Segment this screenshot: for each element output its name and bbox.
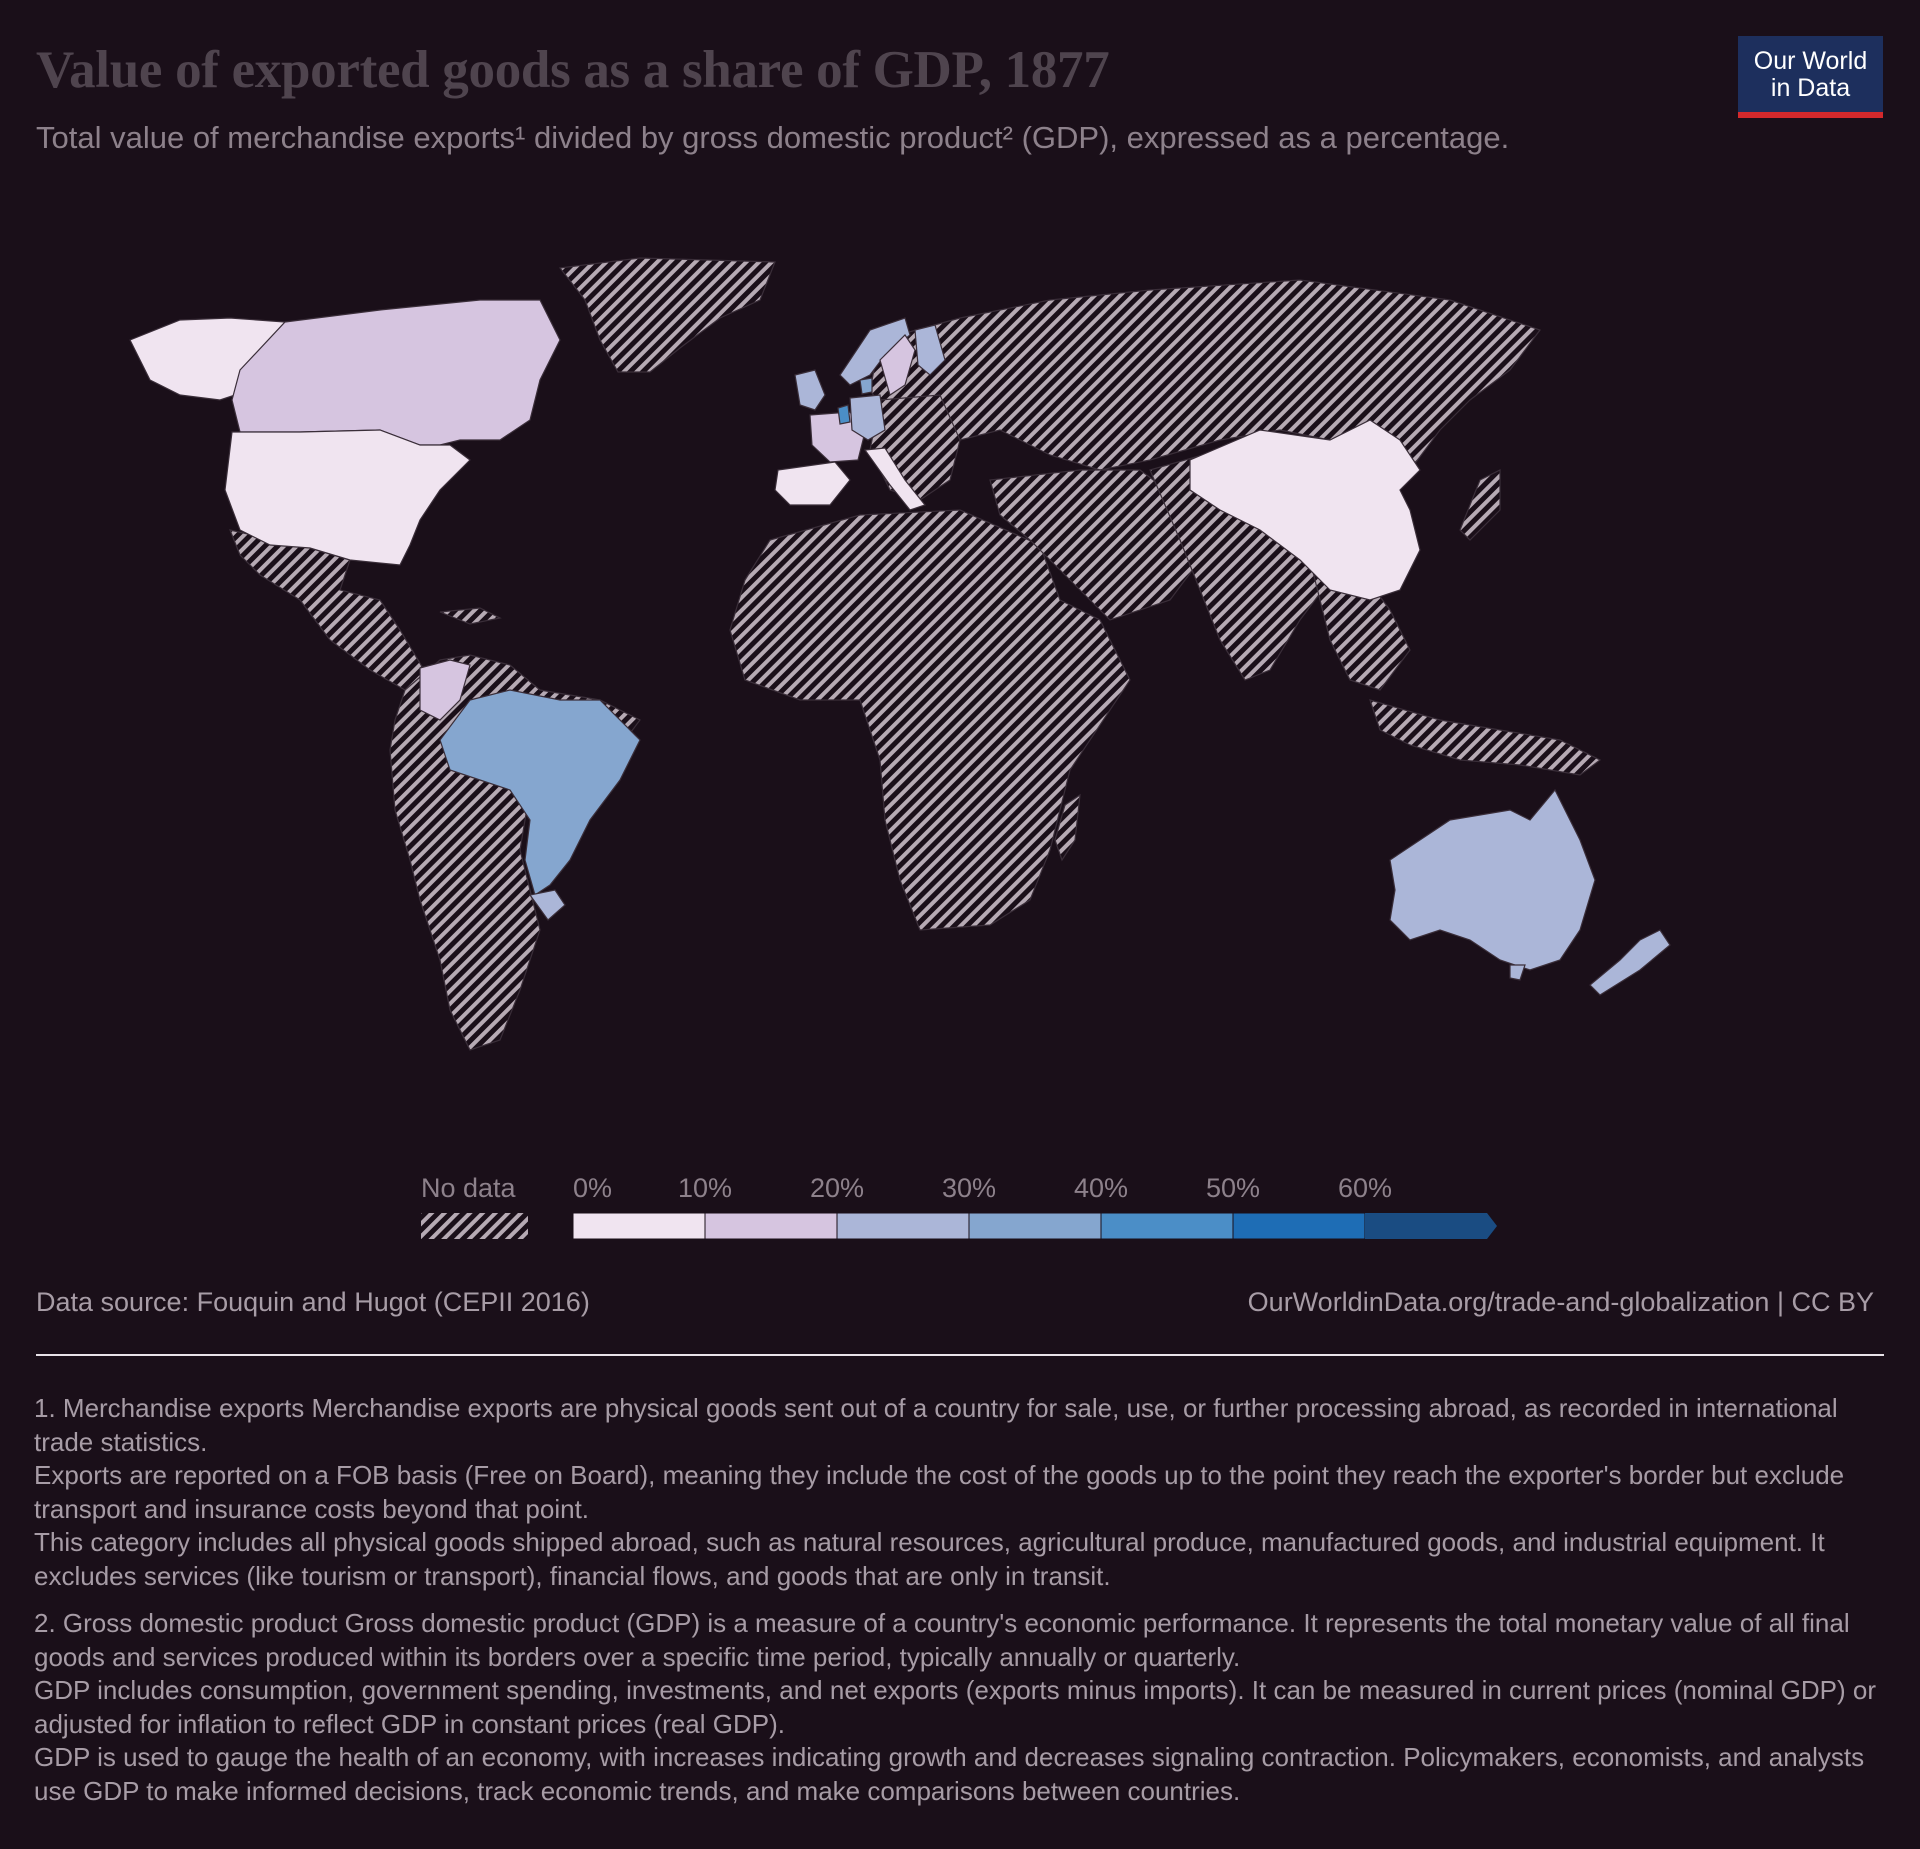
japan-region[interactable] xyxy=(1459,469,1501,541)
canada-region[interactable] xyxy=(231,299,561,446)
tasmania-region[interactable] xyxy=(1509,964,1526,981)
footnote-1-line-3: This category includes all physical good… xyxy=(34,1527,1825,1591)
legend-no-data-label: No data xyxy=(421,1173,517,1203)
source-url[interactable]: OurWorldinData.org/trade-and-globalizati… xyxy=(1247,1287,1874,1317)
brazil-region[interactable] xyxy=(439,689,641,896)
chart-subtitle: Total value of merchandise exports¹ divi… xyxy=(36,120,1510,155)
map-legend: No data 0% 10% 20% 30% 40% 50% 60% xyxy=(421,1173,1497,1240)
footer-divider xyxy=(36,1354,1884,1356)
owid-logo[interactable]: Our World in Data xyxy=(1738,36,1883,118)
sweden-region[interactable] xyxy=(879,334,916,396)
spain-region[interactable] xyxy=(774,461,851,506)
legend-bin-2[interactable] xyxy=(836,1212,970,1240)
australia-region[interactable] xyxy=(1389,788,1596,971)
middle-east-region[interactable] xyxy=(989,469,1201,621)
caribbean-region[interactable] xyxy=(439,607,502,625)
logo-line-2: in Data xyxy=(1770,74,1851,102)
data-source: Data source: Fouquin and Hugot (CEPII 20… xyxy=(36,1287,590,1317)
footnote-1-line-1: 1. Merchandise exports Merchandise expor… xyxy=(34,1393,1838,1457)
legend-bin-0[interactable] xyxy=(572,1212,706,1240)
netherlands-region[interactable] xyxy=(837,404,851,425)
legend-tick-5: 50% xyxy=(1206,1173,1260,1203)
legend-tick-2: 20% xyxy=(810,1173,864,1203)
legend-tick-0: 0% xyxy=(573,1173,612,1203)
footnote-2-line-1: 2. Gross domestic product Gross domestic… xyxy=(34,1608,1850,1672)
footnote-2-line-2: GDP includes consumption, government spe… xyxy=(34,1675,1877,1739)
new-zealand-region[interactable] xyxy=(1589,929,1671,996)
world-map[interactable] xyxy=(0,240,1920,1070)
logo-line-1: Our World xyxy=(1753,47,1868,75)
greenland-region[interactable] xyxy=(558,257,776,373)
legend-bin-3[interactable] xyxy=(968,1212,1102,1240)
africa-region[interactable] xyxy=(729,509,1131,931)
legend-tick-6: 60% xyxy=(1338,1173,1392,1203)
usa-region[interactable] xyxy=(224,429,471,566)
madagascar-region[interactable] xyxy=(1054,793,1081,862)
legend-tick-1: 10% xyxy=(678,1173,732,1203)
legend-bin-5[interactable] xyxy=(1232,1212,1366,1240)
finland-region[interactable] xyxy=(914,324,946,376)
colombia-region[interactable] xyxy=(419,659,471,721)
footnote-2-line-3: GDP is used to gauge the health of an ec… xyxy=(34,1742,1865,1806)
legend-bin-1[interactable] xyxy=(704,1212,838,1240)
uk-region[interactable] xyxy=(794,369,826,411)
legend-tick-4: 40% xyxy=(1074,1173,1128,1203)
legend-tick-3: 30% xyxy=(942,1173,996,1203)
footnotes: 1. Merchandise exports Merchandise expor… xyxy=(34,1392,1904,1808)
legend-bin-6[interactable] xyxy=(1365,1213,1497,1239)
legend-bin-4[interactable] xyxy=(1100,1212,1234,1240)
denmark-region[interactable] xyxy=(859,377,873,395)
chart-title: Value of exported goods as a share of GD… xyxy=(36,41,1110,99)
italy-region[interactable] xyxy=(863,447,927,511)
germany-region[interactable] xyxy=(849,394,886,441)
indonesia-region[interactable] xyxy=(1369,699,1602,776)
china-region[interactable] xyxy=(1189,419,1421,601)
footnote-1-line-2: Exports are reported on a FOB basis (Fre… xyxy=(34,1460,1845,1524)
uruguay-region[interactable] xyxy=(528,889,566,921)
eastern-europe-region[interactable] xyxy=(869,394,961,501)
legend-no-data-swatch xyxy=(421,1213,528,1239)
russia-eurasia-region[interactable] xyxy=(869,279,1541,471)
